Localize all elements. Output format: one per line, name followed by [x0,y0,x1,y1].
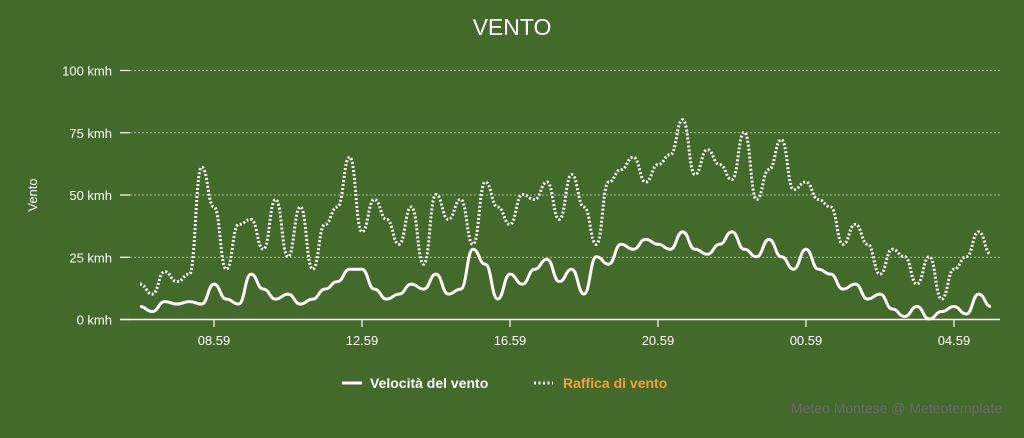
y-tick-label: 0 kmh [77,313,112,328]
y-tick-label: 75 kmh [69,126,112,141]
y-tick-label: 50 kmh [69,188,112,203]
gridlines [130,70,1000,258]
series-group [139,118,992,321]
legend-label-gust: Raffica di vento [563,375,667,391]
credit-text[interactable]: Meteo Montese @ Meteotemplate [791,400,1002,416]
gust-series-line [139,118,992,301]
y-axis: 0 kmh 25 kmh 50 kmh 75 kmh 100 kmh [62,64,130,328]
y-tick-label: 25 kmh [69,250,112,265]
legend-item-speed[interactable]: Velocità del vento [342,375,488,391]
x-tick-label: 16.59 [494,333,527,348]
x-tick-label: 04.59 [938,333,971,348]
x-tick-label: 20.59 [642,333,675,348]
y-tick-label: 100 kmh [62,64,112,79]
legend-item-gust[interactable]: Raffica di vento [534,375,667,391]
x-tick-label: 08.59 [198,333,231,348]
x-tick-label: 12.59 [346,333,379,348]
chart-title: VENTO [473,14,552,40]
speed-series-line [139,230,992,321]
legend-label-speed: Velocità del vento [370,375,488,391]
x-axis: 08.59 12.59 16.59 20.59 00.59 04.59 [198,319,971,348]
x-tick-label: 00.59 [790,333,823,348]
y-axis-label: Vento [25,178,40,211]
